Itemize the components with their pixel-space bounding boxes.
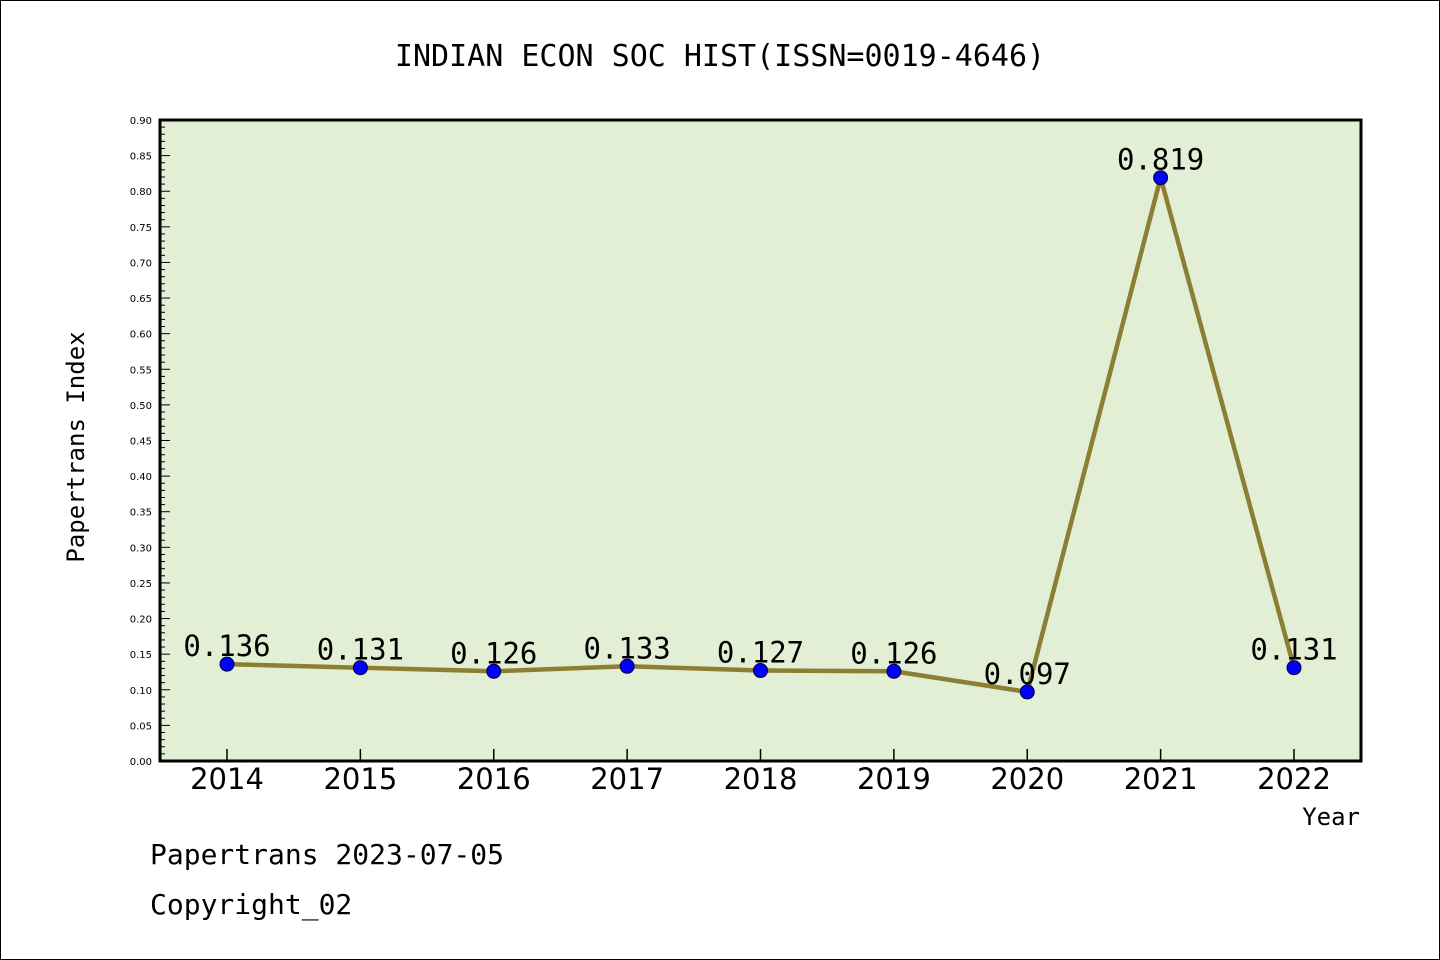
y-tick-label: 0.30: [130, 543, 152, 554]
y-tick-label: 0.40: [130, 472, 152, 483]
data-point: [753, 663, 768, 679]
plot-border: [158, 118, 1363, 763]
x-tick-label: 2016: [457, 762, 531, 796]
y-tick-label: 0.50: [130, 401, 152, 412]
x-tick-label: 2018: [724, 762, 798, 796]
y-tick-label: 0.90: [130, 116, 152, 127]
data-point: [886, 663, 902, 679]
data-point: [619, 658, 635, 674]
y-tick-label: 0.80: [130, 187, 152, 198]
data-point: [219, 656, 235, 672]
y-tick-label: 0.55: [130, 365, 152, 376]
x-tick-label: 2017: [590, 762, 664, 796]
footer-copyright: Copyright_02: [150, 888, 352, 922]
x-tick-label: 2021: [1124, 762, 1198, 796]
data-point: [486, 663, 502, 679]
x-tick-label: 2015: [323, 762, 397, 796]
x-tick-label: 2019: [857, 762, 931, 796]
x-tick-label: 2014: [190, 762, 264, 796]
y-tick-label: 0.20: [130, 615, 152, 626]
x-tick-label: 2022: [1257, 762, 1331, 796]
x-axis-label: Year: [1302, 803, 1360, 831]
series-layer: 0.136 0.131 0.126 0.133 0.127 0.1260.0970.819…: [183, 143, 1338, 700]
y-tick-label: 0.65: [130, 294, 152, 305]
y-tick-label: 0.15: [130, 650, 152, 661]
y-tick-label: 0.70: [130, 258, 152, 269]
x-axis-ticks: 2014 2015 2016 2017 2018 2019 2020 2021 2022: [190, 749, 1331, 796]
y-tick-label: 0.85: [130, 152, 152, 163]
data-point: [1019, 684, 1035, 700]
y-tick-label: 0.00: [130, 757, 152, 768]
y-tick-label: 0.05: [130, 721, 152, 732]
y-tick-label: 0.45: [130, 437, 152, 448]
y-tick-label: 0.10: [130, 686, 152, 697]
y-tick-label: 0.35: [130, 508, 152, 519]
data-point: [1153, 170, 1169, 186]
y-axis-label: Papertrans Index: [62, 331, 90, 562]
footer-date: Papertrans 2023-07-05: [150, 838, 504, 871]
y-tick-label: 0.75: [130, 223, 152, 234]
y-tick-label: 0.60: [130, 330, 152, 341]
plot-area: [160, 120, 1361, 761]
y-axis-ticks: 0.00 0.05 0.10 0.15 0.20 0.25 0.30 0.35 0.40 0.45…: [130, 116, 170, 768]
y-tick-label: 0.25: [130, 579, 152, 590]
x-tick-label: 2020: [990, 762, 1064, 796]
data-point: [1286, 660, 1302, 676]
data-point: [352, 660, 368, 676]
chart-title: INDIAN ECON SOC HIST(ISSN=0019-4646): [395, 39, 1045, 74]
